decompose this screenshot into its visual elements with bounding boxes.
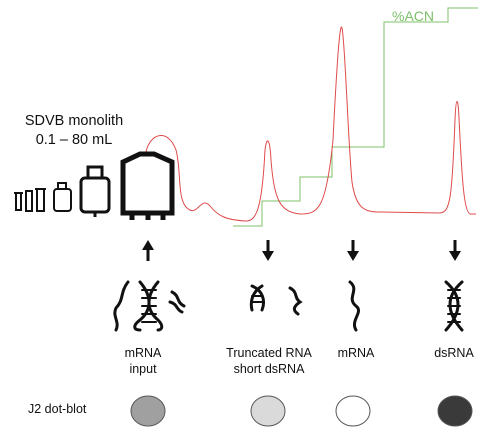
fraction-label-input: mRNA input	[124, 346, 162, 376]
short-rna-icon	[249, 284, 303, 316]
up-arrow-icon	[142, 240, 154, 261]
dot-blot-input	[130, 395, 166, 427]
dot-blot-row	[130, 395, 473, 427]
down-arrow-icon	[262, 240, 274, 261]
column-name: SDVB monolith	[24, 113, 124, 129]
medium-bottle-icon	[79, 165, 111, 217]
large-bottle-icon	[120, 151, 175, 220]
gradient-label: %ACN	[392, 8, 435, 24]
column-volume-range: 0.1 – 80 mL	[35, 132, 113, 148]
fraction-label-truncated: Truncated RNA short dsRNA	[226, 346, 312, 376]
dot-blot-mrna	[335, 395, 371, 427]
double-helix-icon	[444, 280, 464, 332]
small-bottle-icon	[53, 182, 72, 212]
fraction-label-dsrna: dsRNA	[434, 346, 474, 360]
down-arrow-icon	[347, 240, 359, 261]
down-arrow-icon	[449, 240, 461, 261]
test-tubes-icon	[14, 188, 46, 212]
dot-blot-dsrna	[437, 395, 473, 427]
single-strand-icon	[348, 280, 361, 332]
assay-label: J2 dot-blot	[28, 402, 87, 416]
fraction-arrows	[142, 240, 461, 261]
molecule-icons	[113, 280, 464, 332]
column-title: SDVB monolith 0.1 – 80 mL	[14, 112, 134, 150]
mixed-rna-dna-icon	[113, 280, 186, 332]
dot-blot-truncated	[250, 395, 286, 427]
fraction-label-mrna: mRNA	[337, 346, 375, 360]
acn-gradient-line	[233, 7, 478, 227]
chromatogram-trace	[145, 26, 476, 222]
